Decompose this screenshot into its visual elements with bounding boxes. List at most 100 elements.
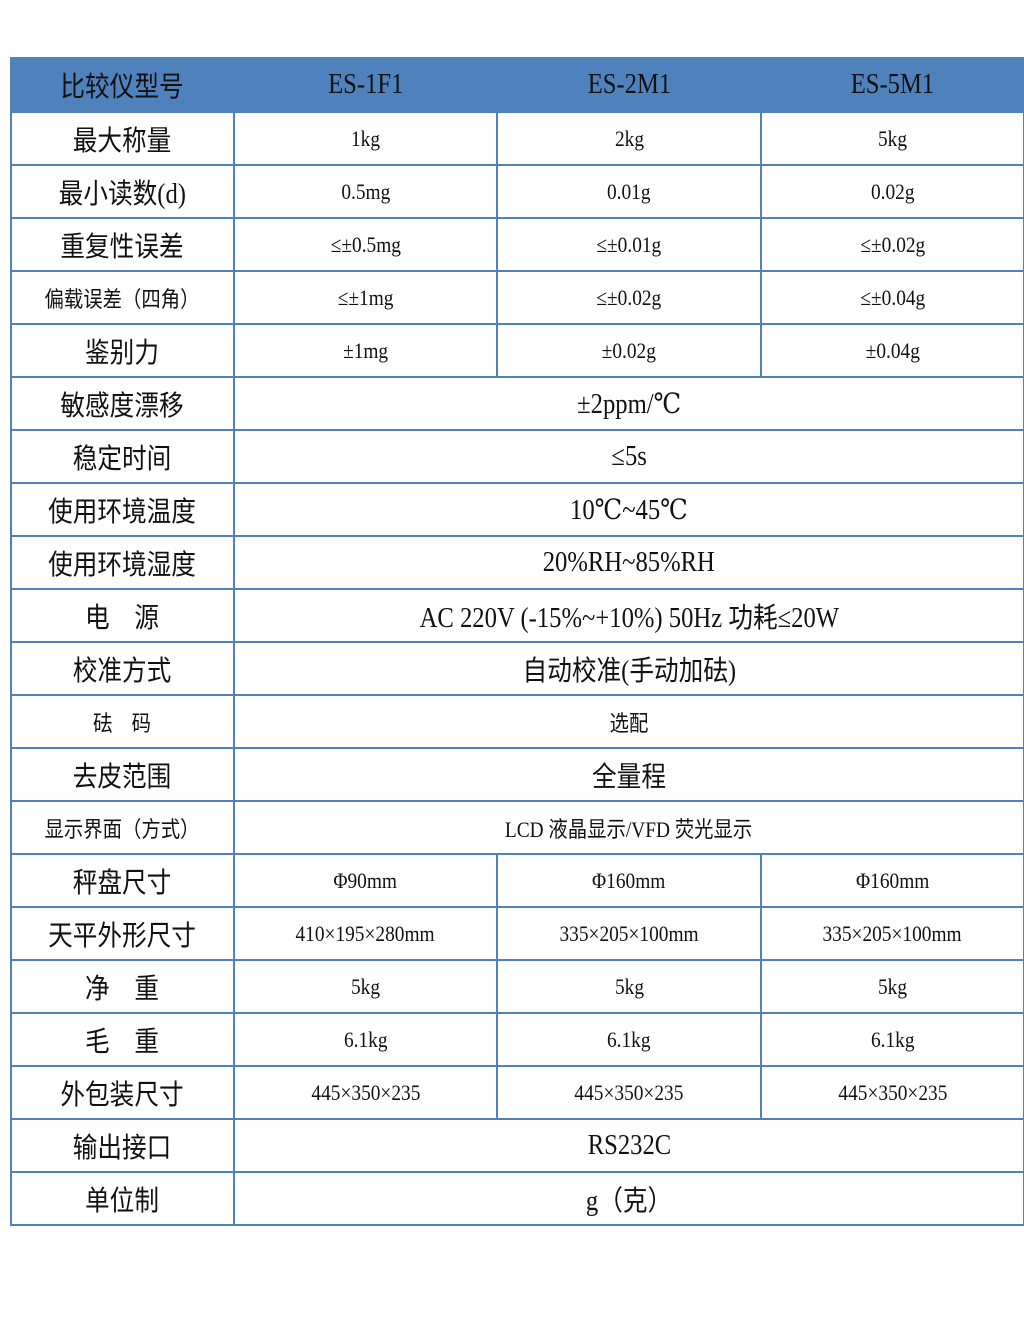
- cell-text: 10℃~45℃: [570, 494, 688, 526]
- cell-text: 毛 重: [85, 1026, 160, 1058]
- table-row: 去皮范围 全量程: [10, 747, 1024, 802]
- cell-text: 0.02g: [870, 178, 915, 204]
- cell-text: 0.5mg: [341, 178, 390, 204]
- cell-text: 6.1kg: [870, 1026, 915, 1052]
- table-row: 秤盘尺寸 Φ90mm Φ160mm Φ160mm: [10, 853, 1024, 908]
- cell-text: Φ90mm: [333, 867, 398, 893]
- value-cell: 6.1kg: [233, 1012, 498, 1067]
- cell-text: 天平外形尺寸: [48, 920, 197, 952]
- table-row: 外包装尺寸 445×350×235 445×350×235 445×350×235: [10, 1065, 1024, 1120]
- cell-text: 稳定时间: [73, 443, 172, 475]
- cell-text: 445×350×235: [574, 1079, 684, 1105]
- cell-text: 335×205×100mm: [559, 920, 699, 946]
- cell-text: 输出接口: [73, 1132, 172, 1164]
- cell-text: 5kg: [350, 973, 381, 999]
- value-cell: 0.5mg: [233, 164, 498, 219]
- table-row: 电 源 AC 220V (-15%~+10%) 50Hz 功耗≤20W: [10, 588, 1024, 643]
- table-row: 重复性误差 ≤±0.5mg ≤±0.01g ≤±0.02g: [10, 217, 1024, 272]
- merged-value: RS232C: [233, 1118, 1024, 1173]
- table-row: 校准方式 自动校准(手动加砝): [10, 641, 1024, 696]
- header-cell: ES-5M1: [760, 57, 1024, 113]
- cell-text: 445×350×235: [838, 1079, 947, 1105]
- cell-text: 0.01g: [607, 178, 651, 204]
- cell-text: 全量程: [592, 761, 666, 793]
- value-cell: 6.1kg: [496, 1012, 762, 1067]
- header-cell: 比较仪型号: [10, 57, 235, 113]
- cell-text: 去皮范围: [73, 761, 172, 793]
- value-cell: Φ90mm: [233, 853, 498, 908]
- cell-text: LCD 液晶显示/VFD 荧光显示: [505, 816, 753, 842]
- cell-text: 外包装尺寸: [60, 1079, 185, 1111]
- cell-text: 鉴别力: [85, 337, 160, 369]
- row-label: 使用环境湿度: [10, 535, 235, 590]
- cell-text: ES-5M1: [850, 69, 935, 100]
- cell-text: 敏感度漂移: [60, 390, 185, 422]
- cell-text: 1kg: [350, 125, 381, 151]
- cell-text: 比较仪型号: [60, 72, 185, 103]
- cell-text: 5kg: [614, 973, 644, 999]
- cell-text: 6.1kg: [607, 1026, 651, 1052]
- merged-value: ±2ppm/℃: [233, 376, 1024, 431]
- table-row: 鉴别力 ±1mg ±0.02g ±0.04g: [10, 323, 1024, 378]
- row-label: 毛 重: [10, 1012, 235, 1067]
- row-label: 重复性误差: [10, 217, 235, 272]
- cell-text: AC 220V (-15%~+10%) 50Hz 功耗≤20W: [419, 602, 839, 634]
- value-cell: ±0.02g: [496, 323, 762, 378]
- header-row: 比较仪型号 ES-1F1 ES-2M1 ES-5M1: [10, 57, 1024, 113]
- value-cell: 5kg: [760, 959, 1024, 1014]
- cell-text: 显示界面（方式）: [45, 816, 200, 842]
- cell-text: 校准方式: [73, 655, 172, 687]
- cell-text: 偏载误差（四角）: [45, 286, 200, 312]
- value-cell: 5kg: [760, 111, 1024, 166]
- cell-text: 净 重: [85, 973, 160, 1005]
- merged-value: 自动校准(手动加砝): [233, 641, 1024, 696]
- row-label: 最大称量: [10, 111, 235, 166]
- table-row: 使用环境温度 10℃~45℃: [10, 482, 1024, 537]
- value-cell: 1kg: [233, 111, 498, 166]
- cell-text: 最小读数(d): [58, 178, 187, 210]
- value-cell: 445×350×235: [233, 1065, 498, 1120]
- row-label: 显示界面（方式）: [10, 800, 235, 855]
- cell-text: 单位制: [85, 1185, 160, 1217]
- row-label: 敏感度漂移: [10, 376, 235, 431]
- row-label: 使用环境温度: [10, 482, 235, 537]
- row-label: 秤盘尺寸: [10, 853, 235, 908]
- table-row: 最小读数(d) 0.5mg 0.01g 0.02g: [10, 164, 1024, 219]
- table-row: 稳定时间 ≤5s: [10, 429, 1024, 484]
- cell-text: ±2ppm/℃: [576, 388, 682, 420]
- table-row: 偏载误差（四角） ≤±1mg ≤±0.02g ≤±0.04g: [10, 270, 1024, 325]
- table-body: 比较仪型号 ES-1F1 ES-2M1 ES-5M1 最大称量 1kg 2kg 5kg 最小读数…: [10, 57, 1024, 1226]
- table-row: 敏感度漂移 ±2ppm/℃: [10, 376, 1024, 431]
- value-cell: ≤±0.5mg: [233, 217, 498, 272]
- cell-text: g（克）: [585, 1185, 673, 1217]
- cell-text: RS232C: [587, 1129, 671, 1161]
- value-cell: ±1mg: [233, 323, 498, 378]
- row-label: 偏载误差（四角）: [10, 270, 235, 325]
- cell-text: 选配: [609, 710, 649, 736]
- header-cell: ES-2M1: [496, 57, 762, 113]
- table-row: 最大称量 1kg 2kg 5kg: [10, 111, 1024, 166]
- value-cell: ≤±0.04g: [760, 270, 1024, 325]
- value-cell: 445×350×235: [496, 1065, 762, 1120]
- row-label: 外包装尺寸: [10, 1065, 235, 1120]
- merged-value: AC 220V (-15%~+10%) 50Hz 功耗≤20W: [233, 588, 1024, 643]
- value-cell: 445×350×235: [760, 1065, 1024, 1120]
- cell-text: ≤5s: [611, 440, 647, 472]
- cell-text: ≤±0.5mg: [330, 231, 401, 257]
- cell-text: 重复性误差: [60, 231, 185, 263]
- merged-value: 20%RH~85%RH: [233, 535, 1024, 590]
- cell-text: 20%RH~85%RH: [542, 546, 716, 578]
- cell-text: 砝 码: [93, 710, 152, 736]
- cell-text: ≤±0.01g: [596, 231, 662, 257]
- merged-value: g（克）: [233, 1171, 1024, 1226]
- table-row: 净 重 5kg 5kg 5kg: [10, 959, 1024, 1014]
- cell-text: ≤±1mg: [337, 284, 394, 310]
- merged-value: ≤5s: [233, 429, 1024, 484]
- cell-text: 最大称量: [73, 125, 172, 157]
- cell-text: 5kg: [877, 125, 908, 151]
- cell-text: ES-1F1: [327, 69, 404, 100]
- value-cell: ≤±0.02g: [760, 217, 1024, 272]
- cell-text: 5kg: [877, 973, 908, 999]
- merged-value: 选配: [233, 694, 1024, 749]
- cell-text: 使用环境湿度: [48, 549, 197, 581]
